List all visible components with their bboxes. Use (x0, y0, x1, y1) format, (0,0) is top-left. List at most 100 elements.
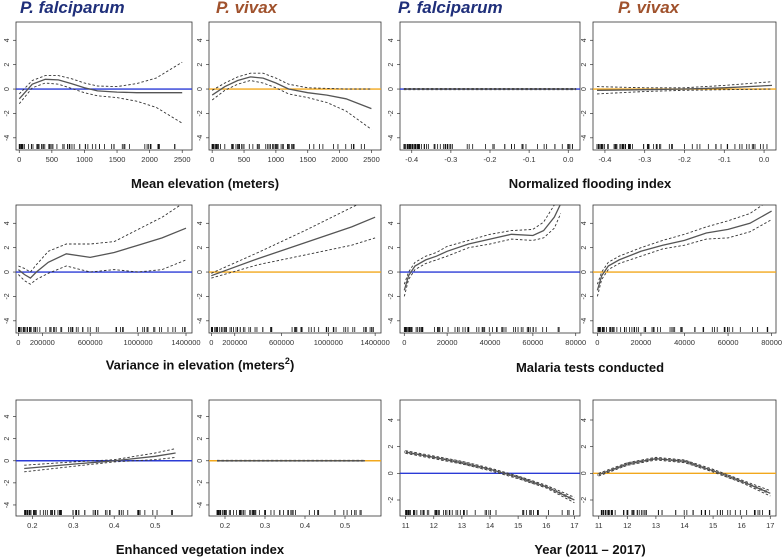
x-tick-label: 15 (709, 521, 717, 530)
panel-flood_pv: -4 -2 0 2 4 -0.4 -0.3 -0.2 -0.1 0.0 (581, 21, 777, 164)
x-tick-label: 1000 (268, 155, 285, 164)
estimate-point (649, 458, 653, 462)
x-tick-label: -0.1 (718, 155, 731, 164)
y-tick-label: -2 (197, 293, 204, 299)
y-tick-label: 2 (4, 437, 11, 441)
estimate-line (24, 452, 176, 470)
x-tick-label: -0.3 (638, 155, 651, 164)
estimate-point (427, 454, 431, 458)
estimate-line (18, 78, 183, 100)
upper-bound-line (403, 205, 555, 285)
plot-frame (15, 204, 193, 334)
estimate-point (493, 469, 497, 473)
estimate-point (413, 452, 417, 456)
y-tick-label: 0 (388, 87, 395, 91)
estimate-point (754, 485, 758, 489)
y-tick-label: 4 (581, 221, 588, 225)
x-tick-label: -0.3 (444, 155, 457, 164)
x-tick-label: 200000 (222, 338, 247, 347)
caption-year: Year (2011 – 2017) (534, 542, 646, 557)
header-left-pv: P. vivax (216, 0, 278, 17)
panel-var_pf: -4 -2 0 2 4 0 200000 600000 1000000 1400000 (4, 204, 201, 347)
estimate-point (716, 470, 720, 474)
estimate-point (549, 487, 553, 491)
estimate-point (597, 473, 601, 477)
x-tick-label: 13 (652, 521, 660, 530)
estimate-point (535, 482, 539, 486)
upper-bound-line (596, 81, 773, 89)
x-tick-label: 0.4 (109, 521, 119, 530)
estimate-point (483, 466, 487, 470)
estimate-point (730, 476, 734, 480)
y-tick-label: -4 (4, 502, 11, 508)
caption-elevation: Mean elevation (meters) (130, 176, 280, 191)
y-tick-label: 4 (388, 221, 395, 225)
panel-evi_pv: -4 -2 0 2 4 0.2 0.3 0.4 0.5 (197, 399, 382, 530)
x-tick-label: 1400000 (361, 338, 390, 347)
x-tick-label: 80000 (565, 338, 586, 347)
y-tick-label: -2 (4, 110, 11, 116)
x-tick-label: 60000 (718, 338, 739, 347)
x-tick-label: 200000 (30, 338, 55, 347)
estimate-point (759, 487, 763, 491)
estimate-point (507, 473, 511, 477)
y-tick-label: 4 (197, 415, 204, 419)
y-tick-label: -4 (197, 502, 204, 508)
estimate-line (211, 216, 376, 277)
estimate-point (682, 459, 687, 463)
upper-bound-line (596, 205, 764, 285)
upper-bound-line (18, 61, 183, 95)
plot-frame (592, 399, 777, 517)
plot-area (209, 205, 381, 332)
estimate-point (659, 457, 663, 461)
y-tick-label: -2 (197, 480, 204, 486)
y-tick-label: 2 (4, 246, 11, 250)
x-tick-label: 0.3 (260, 521, 270, 530)
x-tick-label: 0 (210, 155, 214, 164)
y-tick-label: -4 (581, 318, 588, 324)
lower-bound-line (211, 237, 376, 279)
estimate-point (432, 455, 436, 459)
estimate-point (568, 496, 572, 500)
y-tick-label: 2 (388, 445, 395, 449)
estimate-point (418, 453, 422, 457)
estimate-point (404, 450, 408, 454)
estimate-point (692, 462, 696, 466)
y-tick-label: 4 (4, 38, 11, 42)
upper-bound-line (18, 205, 182, 273)
estimate-point (408, 451, 412, 455)
plot-frame (399, 204, 581, 334)
caption-variance: Variance in elevation (meters2) (10, 356, 390, 372)
upper-bound-line (211, 72, 372, 91)
y-tick-label: 4 (197, 221, 204, 225)
plot-frame (399, 21, 581, 151)
plot-frame (15, 399, 193, 517)
x-tick-label: 0.3 (68, 521, 78, 530)
y-tick-label: -2 (388, 110, 395, 116)
x-tick-label: 0 (402, 338, 406, 347)
x-tick-label: 16 (542, 521, 550, 530)
upper-bound-line (24, 448, 176, 466)
y-tick-label: 2 (388, 63, 395, 67)
estimate-point (497, 470, 501, 474)
plot-area (400, 205, 580, 332)
estimate-point (697, 464, 701, 468)
estimate-point (446, 458, 450, 462)
x-tick-label: 20000 (630, 338, 651, 347)
estimate-point (711, 469, 715, 473)
estimate-point (735, 478, 739, 482)
x-tick-label: 11 (595, 521, 603, 530)
lower-bound-line (405, 452, 575, 504)
estimate-line (403, 205, 561, 291)
plot-frame (208, 21, 382, 151)
y-tick-label: -2 (197, 110, 204, 116)
estimate-point (516, 475, 520, 479)
x-tick-label: 2000 (141, 155, 158, 164)
estimate-point (436, 456, 440, 460)
estimate-point (687, 461, 691, 465)
x-tick-label: 500 (238, 155, 251, 164)
y-tick-label: 2 (4, 63, 11, 67)
y-tick-label: 2 (581, 445, 588, 449)
lower-bound-line (596, 88, 773, 95)
x-tick-label: 14 (486, 521, 494, 530)
